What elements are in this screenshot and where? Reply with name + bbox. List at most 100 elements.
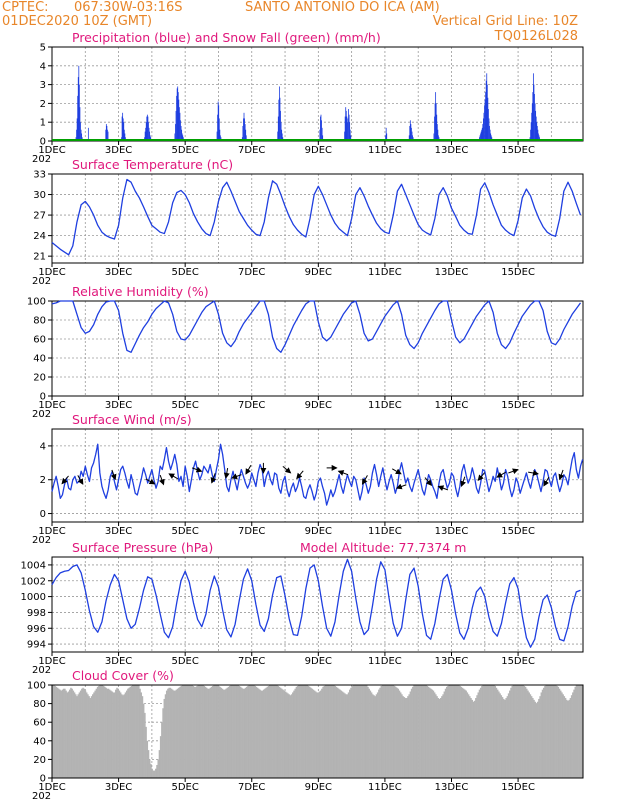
precipitation-bar — [87, 127, 89, 141]
precipitation-bar — [149, 135, 151, 141]
cloud-cover-bar — [132, 685, 134, 778]
precipitation-bar — [483, 112, 485, 141]
cloud-cover-bar — [163, 698, 166, 778]
wind-direction-arrow — [110, 469, 117, 481]
cloud-cover-bar — [566, 699, 568, 778]
cloud-cover-bar — [477, 692, 480, 778]
cloud-cover-bar — [213, 685, 215, 778]
cloud-cover-bar — [524, 686, 527, 778]
cloud-cover-bar — [233, 685, 236, 778]
cloud-cover-bar — [387, 685, 390, 778]
cloud-cover-bar — [168, 687, 170, 778]
cloud-cover-bar — [182, 685, 185, 778]
x-tick-label: 3DEC — [105, 267, 132, 278]
cloud-cover-bar — [489, 685, 492, 778]
precipitation-bar — [531, 103, 533, 141]
cloud-cover-bar — [294, 688, 296, 778]
cloud-cover-bar — [185, 685, 187, 778]
wind-direction-arrow — [159, 474, 165, 486]
cloud-cover-bar — [243, 688, 246, 778]
precipitation-bar — [78, 84, 80, 141]
precipitation-bar — [486, 84, 488, 141]
precipitation-bar — [180, 120, 181, 141]
x-tick-label: 11DEC — [368, 400, 402, 411]
cloud-cover-bar — [231, 685, 233, 778]
cloud-cover-bar — [176, 688, 179, 778]
cloud-cover-bar — [439, 698, 442, 778]
y-tick-label: 60 — [33, 718, 46, 729]
cloud-cover-bar — [256, 687, 259, 778]
cloud-cover-bar — [487, 685, 489, 778]
cloud-cover-bar — [186, 685, 189, 778]
cloud-cover-bar — [277, 685, 280, 778]
precipitation-bar — [149, 131, 151, 141]
cloud-cover-bar — [521, 685, 523, 778]
precipitation-bar — [345, 107, 347, 141]
precipitation-bar — [412, 135, 413, 141]
cloud-cover-bar — [435, 694, 437, 778]
panel-frame — [51, 300, 584, 397]
cloud-cover-bar — [467, 694, 470, 778]
cloud-cover-bar — [538, 698, 540, 778]
precipitation-bar — [148, 122, 149, 141]
cloud-cover-bar — [534, 701, 537, 778]
cloud-cover-bar — [419, 685, 421, 778]
precipitation-bar — [344, 116, 346, 141]
cloud-cover-bar — [155, 768, 157, 778]
cloud-cover-bar — [81, 688, 83, 778]
precipitation-bar — [319, 129, 321, 141]
cloud-cover-bar — [266, 686, 269, 778]
precipitation-bar — [174, 133, 176, 141]
y-tick-label: 30 — [33, 190, 46, 201]
x-tick-label: 7DEC — [238, 145, 265, 156]
cloud-cover-bar — [517, 685, 520, 778]
cloud-cover-bar — [353, 685, 356, 778]
cloud-cover-bar — [105, 687, 107, 778]
cloud-cover-bar — [579, 685, 581, 778]
precipitation-bar — [122, 112, 124, 141]
cloud-cover-bar — [574, 686, 577, 778]
cloud-cover-bar — [214, 685, 216, 778]
cloud-cover-bar — [397, 688, 400, 778]
cloud-cover-bar — [282, 689, 284, 778]
x-tick-label: 9DEC — [305, 267, 332, 278]
y-tick-label: 1004 — [21, 560, 46, 571]
cloud-cover-bar — [466, 692, 469, 778]
cloud-cover-bar — [561, 692, 563, 778]
cloud-cover-bar — [547, 685, 550, 778]
cloud-cover-bar — [115, 689, 117, 778]
cloud-cover-bar — [152, 770, 155, 778]
precipitation-bar — [484, 99, 486, 141]
cloud-cover-bar — [220, 687, 223, 778]
cloud-cover-bar — [486, 685, 488, 778]
precipitation-bar — [147, 116, 149, 141]
precipitation-bar — [177, 92, 179, 141]
cloud-cover-bar — [227, 686, 230, 778]
y-tick-label: 0 — [40, 509, 46, 520]
precipitation-bar — [242, 125, 244, 141]
cloud-cover-bar — [75, 694, 77, 778]
cloud-cover-bar — [481, 685, 483, 778]
cloud-cover-bar — [395, 686, 397, 778]
cloud-cover-bar — [199, 685, 202, 778]
cloud-cover-bar — [302, 685, 305, 778]
cloud-cover-bar — [533, 699, 535, 778]
x-tick-label: 15DEC — [501, 782, 535, 793]
cloud-cover-bar — [427, 686, 430, 778]
cloud-cover-bar — [420, 685, 423, 778]
cloud-cover-bar — [461, 687, 464, 778]
cloud-cover-bar — [187, 685, 190, 778]
cloud-cover-bar — [157, 759, 159, 778]
cloud-cover-bar — [450, 685, 453, 778]
wind-speed-series — [51, 443, 584, 506]
cloud-cover-bar — [511, 685, 513, 778]
cloud-cover-bar — [204, 686, 207, 778]
cloud-cover-bar — [164, 694, 167, 778]
cloud-cover-bar — [88, 696, 90, 778]
cloud-cover-bar — [67, 691, 70, 778]
panel-frame — [51, 46, 584, 142]
precipitation-bar — [107, 131, 109, 141]
cloud-cover-bar — [444, 688, 447, 778]
cloud-cover-bar — [173, 690, 175, 778]
y-tick-label: 33 — [33, 170, 46, 181]
